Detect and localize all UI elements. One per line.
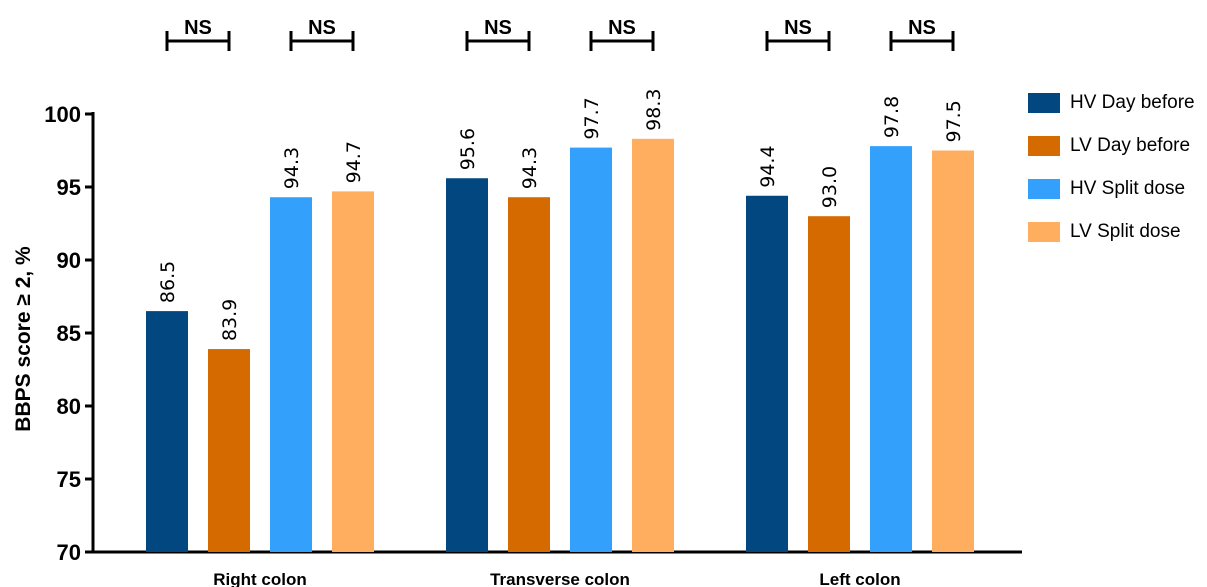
data-label: 94.3 <box>519 147 541 189</box>
legend-swatch <box>1028 93 1060 113</box>
significance-bracket: NS <box>765 17 831 51</box>
data-label: 98.3 <box>643 89 665 131</box>
legend-label: HV Day before <box>1070 92 1195 113</box>
data-labels: 86.5 95.6 94.4 83.9 94.3 93.0 94.3 97.7 97.8 94.7… <box>157 89 965 342</box>
y-tick-label: 70 <box>57 540 81 565</box>
legend-label: LV Day before <box>1070 135 1191 156</box>
bars <box>146 138 974 553</box>
bar <box>332 191 374 552</box>
data-label: 86.5 <box>157 261 179 303</box>
x-category-label: Right colon <box>213 570 306 587</box>
data-label: 97.5 <box>943 100 965 142</box>
legend-item: HV Split dose <box>1028 178 1195 200</box>
bar <box>746 195 788 552</box>
bar <box>208 349 250 552</box>
y-tick-label: 80 <box>57 394 81 419</box>
data-label: 83.9 <box>219 299 241 341</box>
data-label: 97.7 <box>581 97 603 139</box>
significance-label: NS <box>608 17 636 39</box>
significance-label: NS <box>908 17 936 39</box>
data-label: 94.4 <box>757 145 779 187</box>
legend-item: LV Day before <box>1028 135 1195 157</box>
legend-item: HV Day before <box>1028 92 1195 114</box>
legend-swatch <box>1028 179 1060 199</box>
legend-label: HV Split dose <box>1070 178 1186 199</box>
bar <box>508 197 550 552</box>
legend-item: LV Split dose <box>1028 221 1195 243</box>
significance-label: NS <box>184 17 212 39</box>
legend-swatch <box>1028 222 1060 242</box>
bar <box>570 147 612 552</box>
significance-brackets: NS NS NS NS NS NS <box>165 17 955 51</box>
data-label: 97.8 <box>881 96 903 138</box>
bar <box>932 150 974 552</box>
bar <box>632 138 674 552</box>
data-label: 95.6 <box>457 128 479 170</box>
data-label: 94.3 <box>281 147 303 189</box>
legend: HV Day before LV Day before HV Split dose L… <box>1028 92 1195 264</box>
y-tick-label: 95 <box>57 175 81 200</box>
legend-swatch <box>1028 136 1060 156</box>
significance-bracket: NS <box>465 17 531 51</box>
x-category-label: Left colon <box>819 570 900 587</box>
y-axis-label: BBPS score ≥ 2, % <box>12 246 35 432</box>
y-tick-label: 85 <box>57 321 81 346</box>
y-tick-label: 100 <box>44 102 81 127</box>
data-label: 94.7 <box>343 141 365 183</box>
data-label: 93.0 <box>819 166 841 208</box>
x-category-label: Transverse colon <box>490 570 630 587</box>
bar <box>146 311 188 552</box>
significance-bracket: NS <box>289 17 355 51</box>
significance-bracket: NS <box>589 17 655 51</box>
significance-bracket: NS <box>889 17 955 51</box>
bar <box>270 197 312 552</box>
significance-label: NS <box>484 17 512 39</box>
legend-label: LV Split dose <box>1070 221 1181 242</box>
bar <box>808 216 850 552</box>
significance-label: NS <box>784 17 812 39</box>
bar <box>446 178 488 553</box>
y-tick-label: 75 <box>57 467 81 492</box>
significance-bracket: NS <box>165 17 231 51</box>
bar <box>870 146 912 552</box>
y-tick-label: 90 <box>57 248 81 273</box>
significance-label: NS <box>308 17 336 39</box>
